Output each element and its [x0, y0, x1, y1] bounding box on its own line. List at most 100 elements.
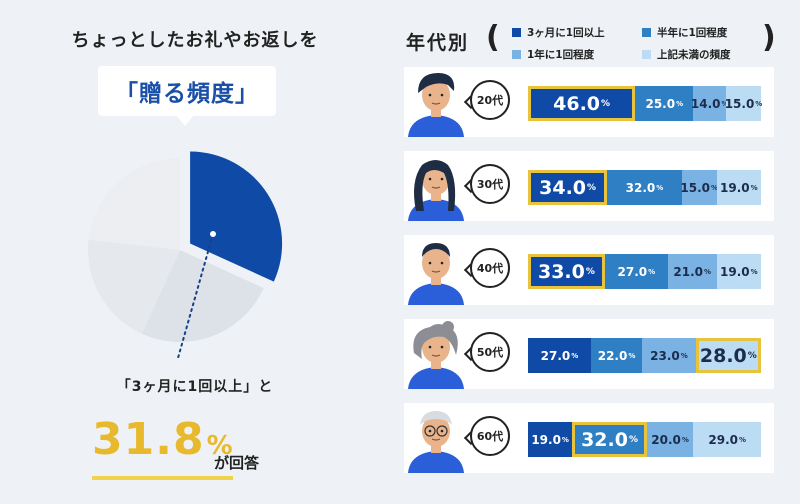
- legend-item: 半年に1回程度: [642, 25, 756, 40]
- bar-unit-label: %: [680, 351, 688, 360]
- age-label: 60代: [470, 416, 510, 456]
- bar-segment: 19.0%: [716, 170, 761, 205]
- legend-paren-open: (: [486, 20, 500, 55]
- bar-value-label: 32.0: [625, 180, 656, 195]
- bar-unit-label: %: [676, 99, 684, 108]
- bar-unit-label: %: [656, 183, 664, 192]
- person-avatar: [404, 235, 468, 305]
- bar-unit-label: %: [587, 182, 597, 193]
- bar-segment: 46.0%: [528, 86, 636, 121]
- bar-value-label: 14.0: [690, 96, 721, 111]
- age-label: 30代: [470, 164, 510, 204]
- bar-unit-label: %: [750, 267, 758, 276]
- title-bubble-tail: [176, 115, 194, 126]
- bar-value-label: 22.0: [597, 348, 628, 363]
- caption: 「3ヶ月に1回以上」と: [116, 379, 274, 395]
- headline: ちょっとしたお礼やお返しを: [71, 30, 319, 51]
- age-label: 50代: [470, 332, 510, 372]
- legend-label: 3ヶ月に1回以上: [527, 27, 605, 39]
- bar-unit-label: %: [747, 350, 757, 361]
- bar-value-label: 29.0: [708, 432, 738, 447]
- bar-segment: 19.0%: [528, 422, 573, 457]
- legend-item: 1年に1回程度: [512, 47, 642, 62]
- bar-value-label: 19.0: [720, 180, 750, 195]
- stacked-bar: 27.0% 22.0% 23.0% 28.0%: [528, 338, 761, 373]
- age-row: 50代 27.0% 22.0% 23.0% 28.0%: [404, 319, 774, 389]
- bar-value-label: 25.0: [645, 96, 676, 111]
- highlight-percentage: 31.8 %: [92, 414, 233, 480]
- age-row: 20代 46.0% 25.0% 14.0% 15.0%: [404, 67, 774, 137]
- age-row: 30代 34.0% 32.0% 15.0% 19.0%: [404, 151, 774, 221]
- legend-label: 1年に1回程度: [527, 49, 595, 61]
- bar-value-label: 19.0: [720, 264, 750, 279]
- bar-value-label: 28.0: [699, 344, 747, 367]
- bar-unit-label: %: [738, 435, 746, 444]
- bar-segment: 29.0%: [693, 422, 761, 457]
- bar-value-label: 19.0: [531, 432, 561, 447]
- legend-swatch: [642, 50, 651, 59]
- bar-value-label: 33.0: [537, 260, 585, 283]
- pie-leader-line: [177, 233, 214, 358]
- bar-value-label: 34.0: [539, 176, 587, 199]
- stacked-bar: 33.0% 27.0% 21.0% 19.0%: [528, 254, 761, 289]
- person-avatar: [404, 67, 468, 137]
- pie-slice-1: [190, 151, 283, 282]
- bar-unit-label: %: [750, 183, 758, 192]
- bar-unit-label: %: [755, 99, 763, 108]
- legend-item: 3ヶ月に1回以上: [512, 25, 642, 40]
- age-title: 年代別: [406, 32, 470, 54]
- bar-segment: 27.0%: [604, 254, 668, 289]
- legend: 3ヶ月に1回以上 半年に1回程度 1年に1回程度 上記未満の頻度: [512, 25, 756, 62]
- bar-value-label: 27.0: [617, 264, 648, 279]
- bar-segment: 20.0%: [646, 422, 694, 457]
- bar-segment: 28.0%: [695, 338, 761, 373]
- legend-paren-close: ): [762, 20, 776, 55]
- bar-unit-label: %: [721, 99, 729, 108]
- bar-segment: 22.0%: [590, 338, 643, 373]
- bar-segment: 19.0%: [716, 254, 761, 289]
- stacked-bar: 46.0% 25.0% 14.0% 15.0%: [528, 86, 763, 121]
- bar-unit-label: %: [561, 435, 569, 444]
- bar-unit-label: %: [571, 351, 579, 360]
- bar-value-label: 15.0: [680, 180, 711, 195]
- stacked-bar: 19.0% 32.0% 20.0% 29.0%: [528, 422, 761, 457]
- bar-segment: 21.0%: [667, 254, 717, 289]
- bar-value-label: 32.0: [581, 428, 628, 451]
- bar-segment: 32.0%: [607, 170, 682, 205]
- answer-text: が回答: [214, 454, 260, 472]
- person-avatar: [404, 319, 468, 389]
- legend-label: 半年に1回程度: [657, 27, 728, 39]
- bar-unit-label: %: [585, 266, 595, 277]
- bar-value-label: 21.0: [673, 264, 704, 279]
- bar-unit-label: %: [711, 183, 719, 192]
- bar-segment: 23.0%: [642, 338, 696, 373]
- bar-value-label: 27.0: [540, 348, 571, 363]
- bar-segment: 15.0%: [680, 170, 719, 205]
- age-row: 60代 19.0% 32.0% 20.0% 29.0%: [404, 403, 774, 473]
- bar-unit-label: %: [648, 267, 656, 276]
- pie-slice-2: [141, 250, 264, 342]
- legend-swatch: [512, 28, 521, 37]
- bar-segment: 25.0%: [635, 86, 694, 121]
- age-row: 40代 33.0% 27.0% 21.0% 19.0%: [404, 235, 774, 305]
- bar-unit-label: %: [628, 434, 638, 445]
- pie-slice-3: [88, 239, 180, 334]
- overall-pie-chart: [88, 151, 283, 358]
- bar-segment: 34.0%: [528, 170, 608, 205]
- pie-slice-4: [88, 158, 180, 250]
- legend-swatch: [512, 50, 521, 59]
- bar-unit-label: %: [601, 98, 611, 109]
- highlight-unit: %: [206, 431, 233, 461]
- bar-segment: 14.0%: [690, 86, 729, 121]
- bar-segment: 27.0%: [528, 338, 591, 373]
- age-label: 20代: [470, 80, 510, 120]
- bar-value-label: 15.0: [724, 96, 755, 111]
- legend-swatch: [642, 28, 651, 37]
- title-bubble: 「贈る頻度」: [98, 66, 276, 116]
- legend-item: 上記未満の頻度: [642, 47, 756, 62]
- bar-unit-label: %: [681, 435, 689, 444]
- bar-value-label: 46.0: [553, 92, 601, 115]
- bar-segment: 15.0%: [724, 86, 763, 121]
- person-avatar: [404, 151, 468, 221]
- bar-value-label: 20.0: [651, 432, 681, 447]
